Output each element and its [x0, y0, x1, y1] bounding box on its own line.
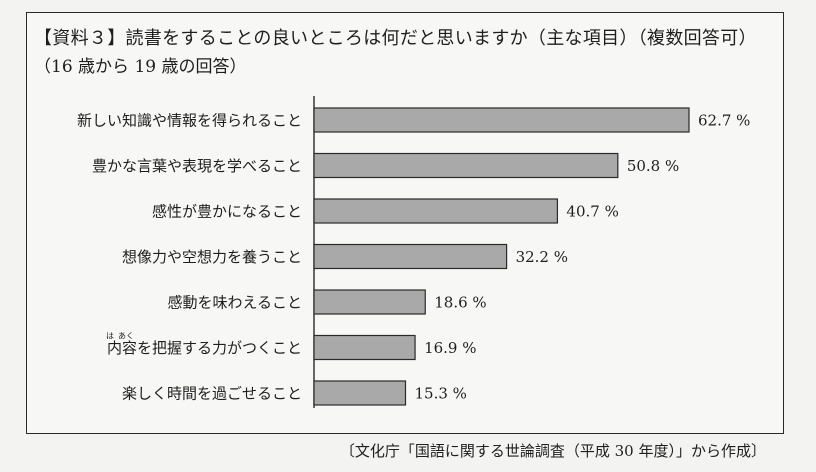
chart-subtitle: （16 歳から 19 歳の回答）: [34, 57, 247, 77]
ruby-text: は: [106, 332, 114, 341]
category-label: 感性が豊かになること: [152, 203, 302, 221]
bar: [313, 334, 416, 361]
value-label: 15.3 %: [415, 385, 467, 403]
value-label: 32.2 %: [516, 248, 568, 266]
category-label: 想像力や空想力を養うこと: [122, 248, 302, 266]
bar: [313, 107, 690, 133]
bar: [313, 198, 559, 224]
source-note: 〔文化庁「国語に関する世論調査（平成 30 年度）」から作成〕: [339, 442, 766, 460]
bar: [313, 152, 619, 179]
bar: [313, 243, 508, 270]
value-label: 40.7 %: [566, 203, 618, 221]
category-label: 楽しく時間を過ごせること: [122, 385, 302, 403]
bar: [313, 289, 426, 315]
value-label: 18.6 %: [434, 294, 486, 312]
category-label: 新しい知識や情報を得られること: [77, 112, 302, 130]
category-label: 豊かな言葉や表現を学べること: [92, 157, 302, 175]
bar: [313, 380, 407, 406]
value-label: 62.7 %: [698, 112, 750, 130]
category-label: 内容を把握する力がつくこと: [107, 339, 302, 357]
value-label: 16.9 %: [424, 339, 476, 357]
category-label: 感動を味わえること: [167, 294, 302, 312]
ruby-text: あく: [118, 332, 134, 341]
value-label: 50.8 %: [627, 157, 679, 175]
chart-title: 【資料３】読書をすることの良いところは何だと思いますか（主な項目）（複数回答可）: [34, 28, 757, 49]
